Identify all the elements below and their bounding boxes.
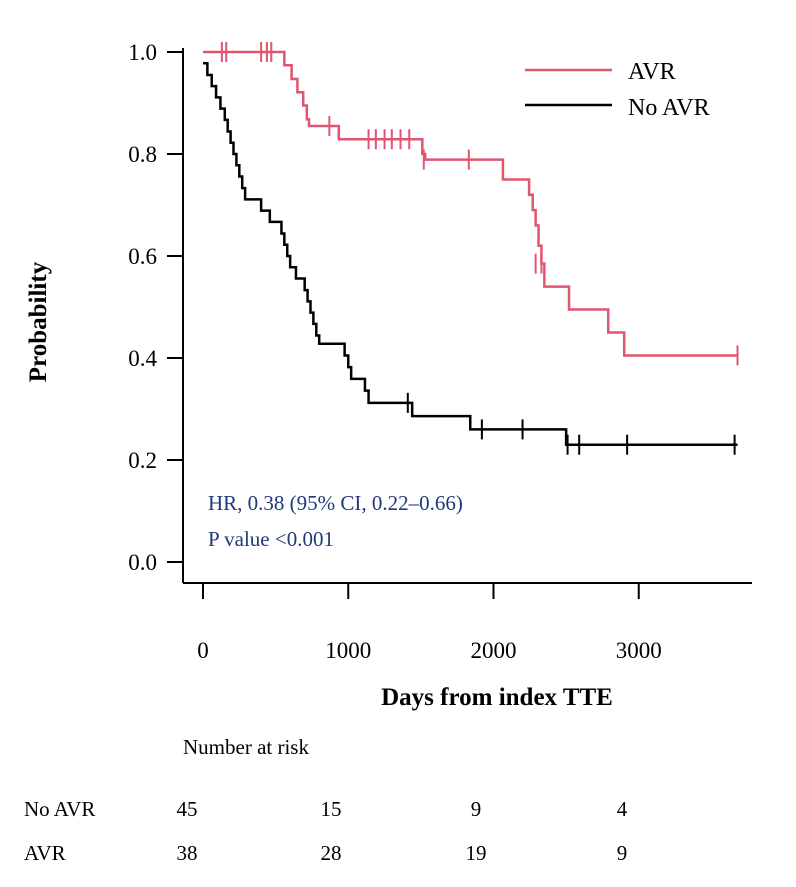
survival-curve-no-avr xyxy=(203,61,738,446)
risk-value-avr-2000: 19 xyxy=(466,841,487,865)
legend-label-no-avr: No AVR xyxy=(628,95,710,121)
y-tick-label: 0.4 xyxy=(128,346,157,371)
risk-value-no-avr-0: 45 xyxy=(177,797,198,821)
x-tick-label: 0 xyxy=(197,638,209,663)
risk-value-no-avr-2000: 9 xyxy=(471,797,482,821)
risk-table: Number at risk No AVR 45 15 9 4 AVR 38 2… xyxy=(24,735,628,865)
x-tick-label: 2000 xyxy=(471,638,517,663)
y-tick-label: 1.0 xyxy=(128,40,157,65)
y-tick-label: 0.6 xyxy=(128,244,157,269)
risk-row-label-no-avr: No AVR xyxy=(24,797,95,821)
risk-value-avr-0: 38 xyxy=(177,841,198,865)
risk-row-label-avr: AVR xyxy=(24,841,66,865)
y-tick-label: 0.0 xyxy=(128,550,157,575)
axes xyxy=(167,48,752,599)
series-layer xyxy=(203,42,739,455)
risk-value-no-avr-1000: 15 xyxy=(321,797,342,821)
legend: AVR No AVR xyxy=(525,59,710,121)
tick-labels: 0.0 0.2 0.4 0.6 0.8 1.0 0 1000 2000 3000 xyxy=(128,40,662,663)
x-tick-label: 1000 xyxy=(325,638,371,663)
risk-value-no-avr-3000: 4 xyxy=(617,797,628,821)
p-value-annotation: P value <0.001 xyxy=(208,527,334,551)
risk-value-avr-3000: 9 xyxy=(617,841,628,865)
y-tick-label: 0.2 xyxy=(128,448,157,473)
survival-curve-avr xyxy=(203,50,738,357)
hazard-ratio-annotation: HR, 0.38 (95% CI, 0.22–0.66) xyxy=(208,491,463,515)
y-axis-title: Probability xyxy=(25,261,52,382)
y-tick-label: 0.8 xyxy=(128,142,157,167)
x-axis-title: Days from index TTE xyxy=(381,684,613,711)
x-tick-label: 3000 xyxy=(616,638,662,663)
legend-label-avr: AVR xyxy=(628,59,676,85)
risk-value-avr-1000: 28 xyxy=(321,841,342,865)
risk-table-title: Number at risk xyxy=(183,735,309,759)
